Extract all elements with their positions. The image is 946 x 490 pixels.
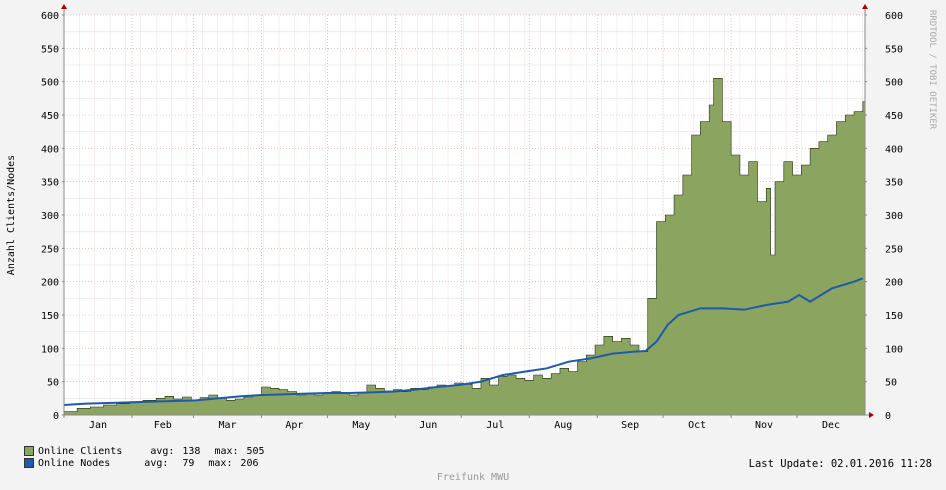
y-tick-label-right: 300 [885, 211, 903, 222]
y-tick-label-right: 500 [885, 78, 903, 89]
y-tick-label-right: 450 [885, 111, 903, 122]
y-tick-label-right: 200 [885, 278, 903, 289]
watermark-text: RRDTOOL / TOBI OETIKER [927, 10, 937, 130]
y-tick-labels-left: 0 50 100 150 200 250 300 350 400 450 500 550 600 [41, 11, 59, 422]
y-tick-label: 600 [41, 11, 59, 22]
legend-label: Online Nodes [38, 458, 111, 469]
x-tick-label: Dec [822, 420, 840, 431]
x-tick-label: Jan [89, 420, 107, 431]
y-tick-label-right: 400 [885, 144, 903, 155]
y-tick-label: 550 [41, 44, 59, 55]
y-tick-label-right: 600 [885, 11, 903, 22]
legend-item-clients: Online Clients avg: 138 max: 505 [12, 434, 265, 457]
y-tick-label: 400 [41, 144, 59, 155]
y-tick-labels-right: 0 50 100 150 200 250 300 350 400 450 500 550 600 [885, 11, 903, 422]
y-tick-label-right: 0 [885, 411, 891, 422]
axes [61, 4, 874, 418]
x-tick-label: Nov [755, 420, 773, 431]
x-tick-label: Jun [419, 420, 437, 431]
legend-avg-label: avg: [150, 446, 175, 457]
x-tick-label: Oct [688, 420, 706, 431]
y-tick-label-right: 50 [885, 378, 897, 389]
y-axis-arrow-left [61, 4, 67, 9]
footer-credit: Freifunk MWU [436, 472, 510, 483]
legend-max-value: 505 [246, 446, 265, 457]
x-tick-label: Sep [621, 420, 639, 431]
last-update-label: Last Update: [748, 458, 825, 470]
y-tick-label-right: 350 [885, 178, 903, 189]
last-update: Last Update: 02.01.2016 11:28 [749, 458, 932, 470]
legend-max-label: max: [208, 458, 233, 469]
y-tick-label: 300 [41, 211, 59, 222]
y-tick-label-right: 550 [885, 44, 903, 55]
y-tick-label: 500 [41, 78, 59, 89]
y-tick-label: 50 [47, 378, 59, 389]
legend-item-nodes: Online Nodes avg: 79 max: 206 [12, 446, 258, 469]
y-tick-label: 100 [41, 344, 59, 355]
legend-avg-value: 79 [182, 458, 195, 469]
x-axis-arrow [869, 412, 874, 418]
y-tick-label-right: 150 [885, 311, 903, 322]
y-tick-label-right: 250 [885, 244, 903, 255]
x-tick-label: Apr [285, 420, 303, 431]
last-update-value: 02.01.2016 11:28 [830, 458, 932, 470]
y-tick-label: 200 [41, 278, 59, 289]
y-tick-label: 150 [41, 311, 59, 322]
legend-max-value: 206 [240, 458, 259, 469]
x-tick-label: Aug [554, 420, 572, 431]
x-tick-labels: Jan Feb Mar Apr May Jun Jul Aug Sep Oct Nov Dec [89, 420, 840, 431]
y-tick-label: 250 [41, 244, 59, 255]
y-axis-label: Anzahl Clients/Nodes [6, 155, 17, 275]
data-series [63, 78, 866, 416]
y-tick-label: 0 [53, 411, 59, 422]
y-tick-label-right: 100 [885, 344, 903, 355]
y-tick-label: 350 [41, 178, 59, 189]
x-tick-label: Feb [154, 420, 172, 431]
x-tick-label: Jul [486, 420, 504, 431]
legend-max-label: max: [214, 446, 239, 457]
nodes-line [63, 277, 864, 406]
legend-avg-value: 138 [182, 446, 201, 457]
nodes-swatch [24, 458, 35, 468]
legend-label: Online Clients [38, 446, 123, 457]
clients-swatch [24, 446, 35, 456]
y-tick-label: 450 [41, 111, 59, 122]
rrdtool-watermark: RRDTOOL / TOBI OETIKER [927, 10, 937, 130]
y-axis-arrow-right [862, 4, 868, 9]
x-tick-label: May [352, 420, 370, 431]
x-tick-label: Mar [218, 420, 236, 431]
legend-avg-label: avg: [144, 458, 169, 469]
